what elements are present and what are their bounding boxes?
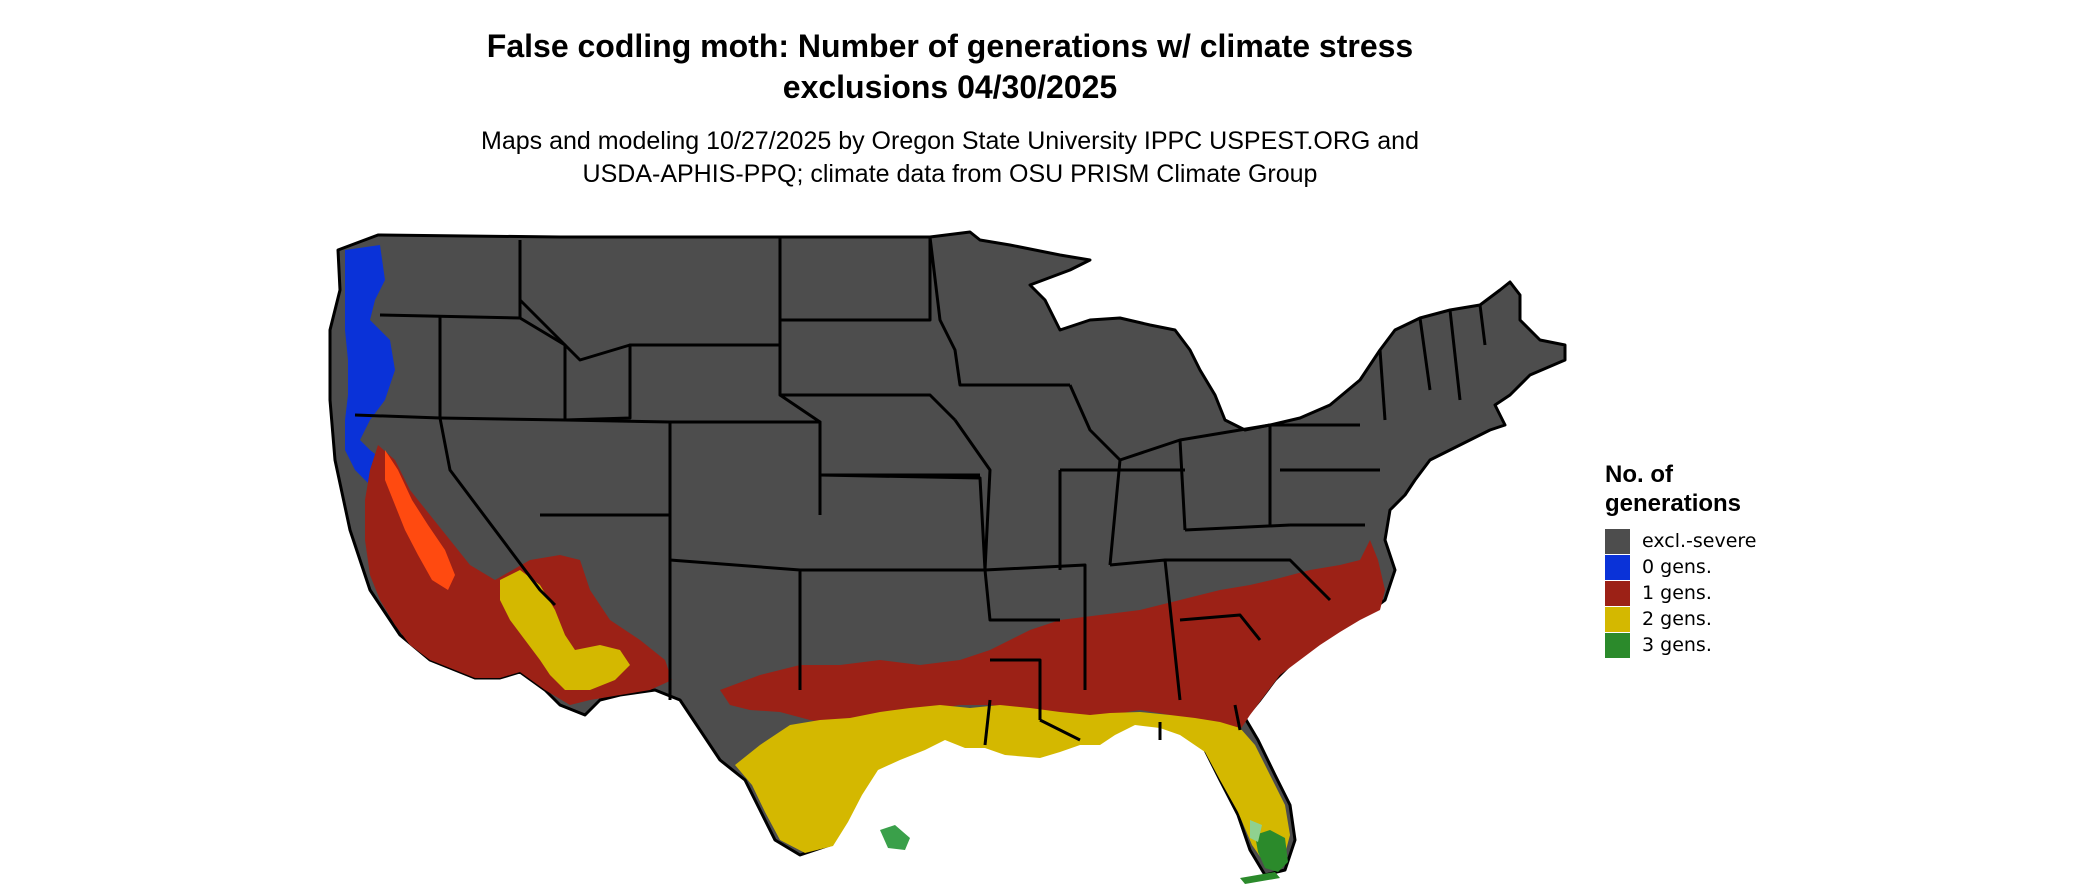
us-landmass	[328, 230, 1567, 877]
map-title-line-1: False codling moth: Number of generation…	[486, 28, 1414, 64]
legend-label: 2 gens.	[1642, 608, 1712, 630]
legend-label: 0 gens.	[1642, 556, 1712, 578]
legend-label: excl.-severe	[1642, 530, 1757, 552]
map-title: False codling moth: Number of generation…	[0, 26, 1900, 108]
map-subtitle-line-1: Maps and modeling 10/27/2025 by Oregon S…	[481, 127, 1419, 155]
zone-2-gens-southwest	[500, 570, 630, 690]
legend-title: No. of generations	[1605, 460, 1757, 518]
zone-0-gens-pacific	[345, 245, 470, 600]
map-title-line-2: exclusions 04/30/2025	[782, 69, 1118, 105]
state-borders	[354, 236, 1487, 746]
legend-label: 1 gens.	[1642, 582, 1712, 604]
legend-swatch	[1605, 632, 1630, 658]
legend-item-2-gens: 2 gens.	[1605, 606, 1757, 632]
legend-item-1-gens: 1 gens.	[1605, 580, 1757, 606]
zone-florida-accent	[1250, 820, 1262, 842]
zone-3-gens-texas	[880, 825, 910, 850]
zone-3-gens-florida	[1255, 830, 1288, 872]
legend: No. of generations excl.-severe 0 gens. …	[1605, 460, 1757, 658]
legend-item-3-gens: 3 gens.	[1605, 632, 1757, 658]
zone-3-gens-keys	[1240, 872, 1280, 884]
map-subtitle-line-2: USDA-APHIS-PPQ; climate data from OSU PR…	[582, 160, 1318, 188]
legend-swatch	[1605, 554, 1630, 580]
legend-swatch	[1605, 528, 1630, 554]
legend-swatch	[1605, 580, 1630, 606]
legend-title-line-2: generations	[1605, 490, 1742, 517]
zone-2-gens-gulf	[735, 705, 1290, 868]
legend-item-excl-severe: excl.-severe	[1605, 528, 1757, 554]
legend-swatch	[1605, 606, 1630, 632]
legend-title-line-1: No. of	[1605, 461, 1673, 488]
legend-item-0-gens: 0 gens.	[1605, 554, 1757, 580]
map-subtitle: Maps and modeling 10/27/2025 by Oregon S…	[0, 125, 1900, 191]
zone-central-valley	[385, 450, 455, 590]
zone-1-gens-southeast	[720, 540, 1385, 730]
legend-label: 3 gens.	[1642, 634, 1712, 656]
